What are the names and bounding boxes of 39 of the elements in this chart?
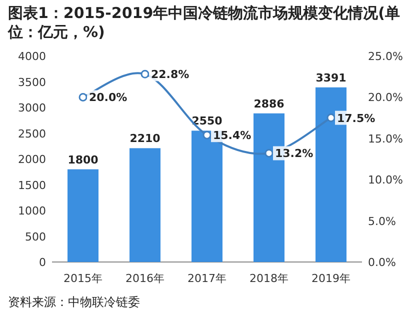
y-tick-label: 1000 xyxy=(18,204,46,218)
data-label: 13.2% xyxy=(275,147,314,160)
point xyxy=(326,114,336,122)
y2-tick-label: 20.0% xyxy=(368,91,403,104)
y-tick-label: 500 xyxy=(25,230,46,244)
data-label: 2550 xyxy=(192,114,223,128)
y2-tick-label: 5.0% xyxy=(368,214,396,228)
x-tick-label: 2017年 xyxy=(188,272,226,285)
bar xyxy=(130,148,160,262)
data-label: 20.0% xyxy=(89,91,128,104)
point xyxy=(202,130,212,140)
y-tick-label: 3000 xyxy=(18,102,46,114)
data-label: 22.8% xyxy=(151,68,190,82)
bar xyxy=(68,169,98,262)
data-label: 1800 xyxy=(68,153,99,166)
x-tick-label: 2018年 xyxy=(250,272,288,285)
y-tick-label: 0 xyxy=(39,256,46,269)
y2-tick-label: 25.0% xyxy=(368,50,403,63)
point xyxy=(140,70,150,78)
y-tick-label: 2000 xyxy=(18,153,46,166)
y2-tick-label: 0.0% xyxy=(368,256,396,269)
data-label: 3391 xyxy=(316,71,346,84)
y2-tick-label: 15.0% xyxy=(368,132,403,146)
title: 图表1：2015-2019年中国冷链物流市场规模变化情况(单位：亿元，%) xyxy=(8,4,402,42)
data-label: 2210 xyxy=(130,132,161,146)
y-tick-label: 1500 xyxy=(18,178,46,192)
y2-tick-label: 10.0% xyxy=(368,174,403,187)
point xyxy=(264,148,274,158)
y-tick-label: 3500 xyxy=(18,76,46,89)
data-label: 2886 xyxy=(254,97,285,110)
x-tick-label: 2015年 xyxy=(64,272,102,285)
y-tick-label: 2500 xyxy=(18,127,46,140)
y-tick-label: 4000 xyxy=(18,50,46,63)
x-tick-label: 2016年 xyxy=(126,272,164,285)
point xyxy=(78,92,88,102)
data-label: 17.5% xyxy=(337,112,376,125)
data-label: 15.4% xyxy=(213,129,252,142)
text: 资料来源：中物联冷链委 xyxy=(8,295,140,309)
x-tick-label: 2019年 xyxy=(312,272,350,285)
